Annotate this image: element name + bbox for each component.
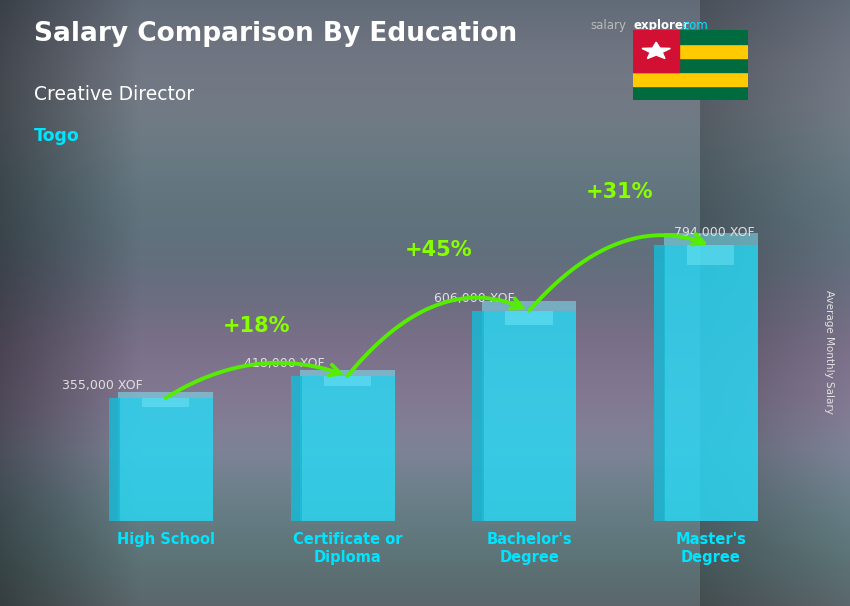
Text: Salary Comparison By Education: Salary Comparison By Education	[34, 21, 517, 47]
Bar	[482, 301, 576, 311]
Bar	[300, 376, 394, 521]
Text: 418,000 XOF: 418,000 XOF	[243, 357, 324, 370]
Bar	[654, 245, 666, 521]
Text: Average Monthly Salary: Average Monthly Salary	[824, 290, 834, 413]
Text: Togo: Togo	[34, 127, 80, 145]
Bar	[633, 30, 748, 44]
Bar	[633, 58, 748, 72]
Text: +18%: +18%	[223, 316, 291, 336]
Polygon shape	[642, 42, 671, 59]
Bar	[506, 311, 552, 325]
Text: .com: .com	[680, 19, 709, 32]
Bar	[633, 72, 748, 86]
Bar	[109, 398, 121, 521]
Bar	[118, 392, 213, 398]
Bar	[118, 398, 213, 521]
Bar	[291, 376, 302, 521]
Bar	[482, 311, 576, 521]
Bar	[633, 86, 748, 100]
Text: Creative Director: Creative Director	[34, 85, 194, 104]
Bar	[633, 44, 748, 58]
Bar	[664, 245, 758, 521]
Text: 794,000 XOF: 794,000 XOF	[674, 226, 755, 239]
Bar	[324, 376, 371, 386]
Bar	[142, 398, 190, 407]
Bar	[473, 311, 484, 521]
Bar	[664, 233, 758, 245]
Bar	[687, 245, 734, 265]
Text: explorer: explorer	[633, 19, 689, 32]
Text: +45%: +45%	[405, 241, 472, 261]
Text: salary: salary	[591, 19, 626, 32]
Text: +31%: +31%	[586, 182, 654, 202]
Text: 355,000 XOF: 355,000 XOF	[62, 379, 143, 391]
Text: 606,000 XOF: 606,000 XOF	[434, 291, 515, 304]
Bar	[300, 370, 394, 376]
Bar	[633, 30, 679, 72]
